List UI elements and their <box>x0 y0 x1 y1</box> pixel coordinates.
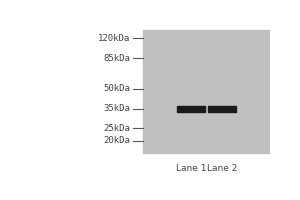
Bar <box>208 106 236 112</box>
Bar <box>143 30 270 153</box>
Text: 85kDa: 85kDa <box>103 54 130 63</box>
Text: Lane 2: Lane 2 <box>207 164 237 173</box>
Text: 35kDa: 35kDa <box>103 104 130 113</box>
Text: 20kDa: 20kDa <box>103 136 130 145</box>
Text: 25kDa: 25kDa <box>103 124 130 133</box>
Bar <box>178 106 206 112</box>
Text: 120kDa: 120kDa <box>98 34 130 43</box>
Text: Lane 1: Lane 1 <box>176 164 207 173</box>
Text: 50kDa: 50kDa <box>103 84 130 93</box>
